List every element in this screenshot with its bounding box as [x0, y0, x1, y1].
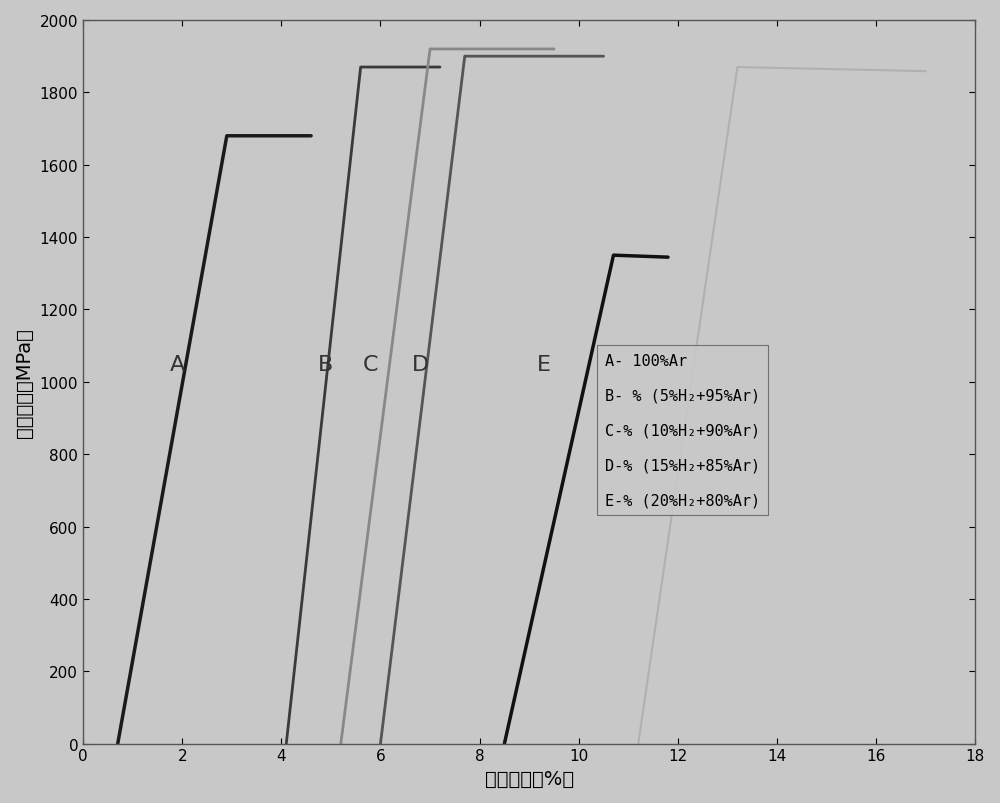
Text: C: C	[363, 354, 378, 374]
X-axis label: 压缩应变（%）: 压缩应变（%）	[485, 769, 574, 788]
Text: A- 100%Ar

B- % (5%H₂+95%Ar)

C-% (10%H₂+90%Ar)

D-% (15%H₂+85%Ar)

E-% (20%H₂+8: A- 100%Ar B- % (5%H₂+95%Ar) C-% (10%H₂+9…	[605, 353, 760, 507]
Text: A: A	[170, 354, 185, 374]
Y-axis label: 压缩应力（MPa）: 压缩应力（MPa）	[15, 328, 34, 437]
Text: D: D	[412, 354, 429, 374]
Text: E: E	[537, 354, 551, 374]
Text: B: B	[318, 354, 334, 374]
